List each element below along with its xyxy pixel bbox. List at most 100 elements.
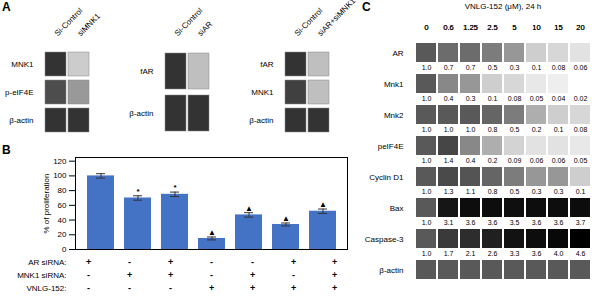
svg-text:1.7: 1.7 — [444, 250, 454, 257]
svg-text:+: + — [332, 270, 337, 280]
svg-text:5: 5 — [512, 23, 517, 32]
svg-text:β-actin: β-actin — [379, 266, 403, 275]
svg-text:1.0: 1.0 — [422, 126, 432, 133]
svg-text:-: - — [128, 257, 131, 267]
svg-text:0.3: 0.3 — [554, 188, 564, 195]
svg-text:1.25: 1.25 — [463, 23, 479, 32]
svg-text:*: * — [173, 183, 177, 192]
svg-text:3.7: 3.7 — [576, 219, 586, 226]
svg-text:0.06: 0.06 — [574, 64, 588, 71]
svg-text:fAR: fAR — [260, 60, 274, 69]
svg-text:0.5: 0.5 — [488, 64, 498, 71]
svg-text:0.06: 0.06 — [530, 157, 544, 164]
svg-text:▲: ▲ — [245, 204, 253, 213]
svg-text:MNK1: MNK1 — [11, 60, 34, 69]
svg-text:0.2: 0.2 — [488, 157, 498, 164]
svg-text:20: 20 — [58, 230, 67, 239]
svg-text:p-eIF4E: p-eIF4E — [5, 88, 33, 97]
svg-text:0.3: 0.3 — [466, 95, 476, 102]
svg-text:MNK1: MNK1 — [251, 88, 274, 97]
svg-text:1.0: 1.0 — [422, 188, 432, 195]
svg-text:VNLG-152:: VNLG-152: — [26, 284, 66, 293]
svg-text:0.06: 0.06 — [552, 157, 566, 164]
svg-text:0.6: 0.6 — [443, 23, 455, 32]
svg-text:+: + — [250, 270, 255, 280]
svg-text:3.5: 3.5 — [510, 219, 520, 226]
svg-text:2.5: 2.5 — [488, 24, 498, 31]
svg-text:0: 0 — [424, 23, 429, 32]
svg-text:1.0: 1.0 — [422, 95, 432, 102]
svg-text:0: 0 — [425, 24, 429, 31]
svg-text:Mnk2: Mnk2 — [384, 111, 404, 120]
svg-text:60: 60 — [58, 201, 67, 210]
svg-text:β-actin: β-actin — [249, 116, 273, 125]
svg-text:+: + — [332, 283, 337, 293]
svg-text:+: + — [209, 283, 214, 293]
svg-text:0.5: 0.5 — [510, 188, 520, 195]
svg-text:5: 5 — [513, 24, 517, 31]
svg-text:+: + — [291, 283, 296, 293]
svg-text:20: 20 — [576, 23, 585, 32]
svg-text:0.6: 0.6 — [444, 24, 454, 31]
svg-text:AR: AR — [392, 49, 403, 58]
svg-text:10: 10 — [533, 24, 541, 31]
svg-text:MNK1 siRNA:: MNK1 siRNA: — [17, 271, 66, 280]
svg-text:80: 80 — [58, 186, 67, 195]
svg-text:0.08: 0.08 — [574, 126, 588, 133]
svg-text:4.6: 4.6 — [576, 250, 586, 257]
svg-text:0.4: 0.4 — [444, 95, 454, 102]
svg-text:2.6: 2.6 — [488, 250, 498, 257]
svg-text:-: - — [169, 283, 172, 293]
svg-text:▲: ▲ — [208, 228, 216, 237]
svg-text:0.7: 0.7 — [466, 64, 476, 71]
svg-text:-: - — [210, 270, 213, 280]
svg-text:0: 0 — [62, 245, 67, 254]
svg-text:3.6: 3.6 — [554, 219, 564, 226]
svg-text:100: 100 — [53, 171, 67, 180]
svg-text:-: - — [128, 283, 131, 293]
svg-text:40: 40 — [58, 216, 67, 225]
svg-text:Bax: Bax — [390, 204, 404, 213]
svg-text:3.6: 3.6 — [532, 250, 542, 257]
svg-text:0.2: 0.2 — [532, 126, 542, 133]
svg-text:0.1: 0.1 — [576, 188, 586, 195]
svg-text:0.09: 0.09 — [508, 157, 522, 164]
svg-text:β-actin: β-actin — [129, 109, 153, 118]
svg-text:1.3: 1.3 — [444, 188, 454, 195]
svg-text:1.0: 1.0 — [466, 126, 476, 133]
svg-text:fAR: fAR — [140, 67, 154, 76]
svg-text:0.05: 0.05 — [574, 157, 588, 164]
svg-text:+: + — [127, 270, 132, 280]
svg-text:4.0: 4.0 — [554, 250, 564, 257]
svg-text:siMNK1: siMNK1 — [76, 11, 103, 38]
svg-text:-: - — [87, 283, 90, 293]
svg-text:0.02: 0.02 — [574, 95, 588, 102]
svg-text:+: + — [86, 257, 91, 267]
svg-text:peIF4E: peIF4E — [378, 142, 404, 151]
svg-text:20: 20 — [577, 24, 585, 31]
svg-text:0.04: 0.04 — [552, 95, 566, 102]
svg-text:1.4: 1.4 — [444, 157, 454, 164]
svg-text:0.4: 0.4 — [466, 157, 476, 164]
svg-text:2.5: 2.5 — [487, 23, 499, 32]
svg-text:3.1: 3.1 — [444, 219, 454, 226]
svg-text:Caspase-3: Caspase-3 — [365, 235, 404, 244]
svg-text:1.0: 1.0 — [444, 126, 454, 133]
svg-text:Mnk1: Mnk1 — [384, 80, 404, 89]
svg-text:+: + — [291, 257, 296, 267]
svg-text:0.1: 0.1 — [488, 95, 498, 102]
svg-text:-: - — [251, 257, 254, 267]
svg-text:0.3: 0.3 — [510, 64, 520, 71]
svg-text:Cyclin D1: Cyclin D1 — [369, 173, 404, 182]
svg-text:0.05: 0.05 — [530, 95, 544, 102]
svg-text:0.8: 0.8 — [488, 126, 498, 133]
svg-text:+: + — [332, 257, 337, 267]
svg-text:+: + — [250, 283, 255, 293]
svg-text:% of proliferation: % of proliferation — [42, 173, 51, 233]
svg-text:0.1: 0.1 — [532, 64, 542, 71]
svg-text:-: - — [87, 270, 90, 280]
svg-text:1.0: 1.0 — [422, 64, 432, 71]
svg-text:▲: ▲ — [282, 214, 290, 223]
svg-text:0.08: 0.08 — [552, 64, 566, 71]
svg-text:-: - — [292, 270, 295, 280]
